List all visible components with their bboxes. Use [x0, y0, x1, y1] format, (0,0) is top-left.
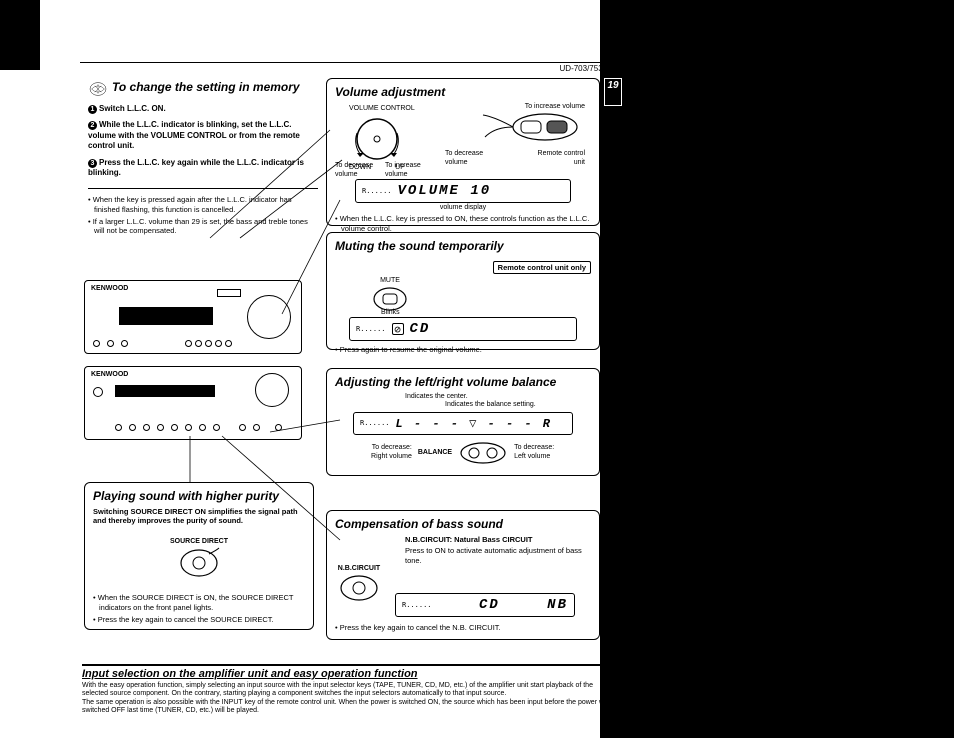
step-number-1: 1	[88, 105, 97, 114]
bass-body: Press to ON to activate automatic adjust…	[405, 546, 585, 565]
volume-lcd-prefix: R......	[362, 187, 392, 195]
muting-panel: Muting the sound temporarily Remote cont…	[326, 232, 600, 350]
volume-remote-buttons-icon	[465, 111, 585, 145]
remote-unit-label: Remote control unit	[525, 150, 585, 167]
balance-lcd: R...... L - - - ▽ - - - R	[353, 412, 573, 435]
manual-page: UD-703/753 (En) 19 To change the setting…	[40, 0, 600, 738]
remote-inc-label: To increase volume	[445, 103, 585, 111]
purity-intro: Switching SOURCE DIRECT ON simplifies th…	[93, 507, 305, 526]
step-number-2: 2	[88, 121, 97, 130]
bass-lcd-prefix: R......	[402, 601, 432, 609]
volume-knob-icon	[349, 113, 405, 165]
muting-badge: Remote control unit only	[493, 261, 591, 274]
volume-lcd: R...... VOLUME 10	[355, 179, 571, 203]
source-direct-label: SOURCE DIRECT	[93, 538, 305, 546]
mute-lcd-icon: ⊘	[392, 323, 404, 335]
memory-title: To change the setting in memory	[112, 80, 300, 94]
step-number-3: 3	[88, 159, 97, 168]
bass-lcd-text2: NB	[547, 597, 568, 613]
purity-note2: • Press the key again to cancel the SOUR…	[93, 615, 305, 624]
purity-title: Playing sound with higher purity	[93, 489, 305, 503]
knob-dec-label: To decrease volume	[335, 162, 375, 179]
tuner-unit-illustration: KENWOOD	[84, 280, 302, 354]
volume-panel: Volume adjustment VOLUME CONTROL DOWN UP	[326, 78, 600, 226]
bass-subtitle: N.B.CIRCUIT: Natural Bass CIRCUIT	[405, 535, 591, 544]
memory-step2: While the L.L.C. indicator is blinking, …	[88, 120, 300, 150]
bass-title: Compensation of bass sound	[335, 517, 591, 531]
bass-panel: Compensation of bass sound N.B.CIRCUIT: …	[326, 510, 600, 640]
balance-panel: Adjusting the left/right volume balance …	[326, 368, 600, 476]
mask-right	[600, 0, 954, 738]
memory-section: To change the setting in memory 1Switch …	[88, 80, 318, 236]
blinks-label: Blinks	[381, 309, 400, 317]
footer-body2: The same operation is also possible with…	[82, 699, 618, 716]
balance-title: Adjusting the left/right volume balance	[335, 375, 591, 389]
source-direct-button-icon	[177, 546, 221, 580]
volume-lcd-text: VOLUME 10	[398, 183, 492, 199]
muting-lcd-text: CD	[410, 321, 431, 337]
knob-inc-label: To increase volume	[385, 162, 425, 179]
nb-circuit-button-icon	[337, 573, 381, 603]
muting-title: Muting the sound temporarily	[335, 239, 591, 253]
volume-lcd-caption: volume display	[335, 204, 591, 212]
footer-body1: With the easy operation function, simply…	[82, 682, 618, 699]
muting-lcd: R...... ⊘ CD	[349, 317, 577, 341]
bass-note: • Press the key again to cancel the N.B.…	[335, 623, 591, 632]
balance-lcd-prefix: R......	[360, 419, 390, 427]
memory-step3: Press the L.L.C. key again while the L.L…	[88, 158, 304, 177]
footer-rule	[82, 664, 618, 666]
volume-knob-label: VOLUME CONTROL	[349, 105, 415, 113]
nb-circuit-label: N.B.CIRCUIT	[337, 565, 381, 573]
doc-reference: UD-703/753 (En)	[80, 62, 620, 73]
remote-dec-label: To decrease volume	[445, 150, 495, 167]
balance-word: BALANCE	[418, 449, 452, 457]
volume-note: • When the L.L.C. key is pressed to ON, …	[335, 214, 591, 233]
memory-step1: Switch L.L.C. ON.	[99, 104, 166, 113]
bass-lcd-text1: CD	[479, 597, 500, 613]
memory-note2: • If a larger L.L.C. volume than 29 is s…	[88, 217, 318, 236]
crest-icon	[88, 81, 108, 97]
footer-title: Input selection on the amplifier unit an…	[82, 668, 618, 680]
balance-center-label: Indicates the center.	[405, 393, 591, 401]
purity-note1: • When the SOURCE DIRECT is ON, the SOUR…	[93, 593, 305, 612]
page-tab: 19	[604, 78, 622, 106]
balance-setting-label: Indicates the balance setting.	[445, 401, 591, 409]
mute-button-label: MUTE	[371, 277, 409, 285]
muting-lcd-prefix: R......	[356, 325, 386, 333]
amplifier-unit-illustration: KENWOOD	[84, 366, 302, 440]
memory-note1: • When the key is pressed again after th…	[88, 195, 318, 214]
bass-lcd: R...... CD NB	[395, 593, 575, 617]
balance-lcd-text: L - - - ▽ - - - R	[396, 416, 552, 431]
balance-button-icon	[458, 441, 508, 465]
footer-section: Input selection on the amplifier unit an…	[82, 668, 618, 716]
balance-dec-left: To decrease: Left volume	[514, 444, 564, 461]
balance-dec-right: To decrease: Right volume	[362, 444, 412, 461]
muting-note: • Press again to resume the original vol…	[335, 345, 591, 354]
volume-title: Volume adjustment	[335, 85, 591, 99]
purity-panel: Playing sound with higher purity Switchi…	[84, 482, 314, 630]
